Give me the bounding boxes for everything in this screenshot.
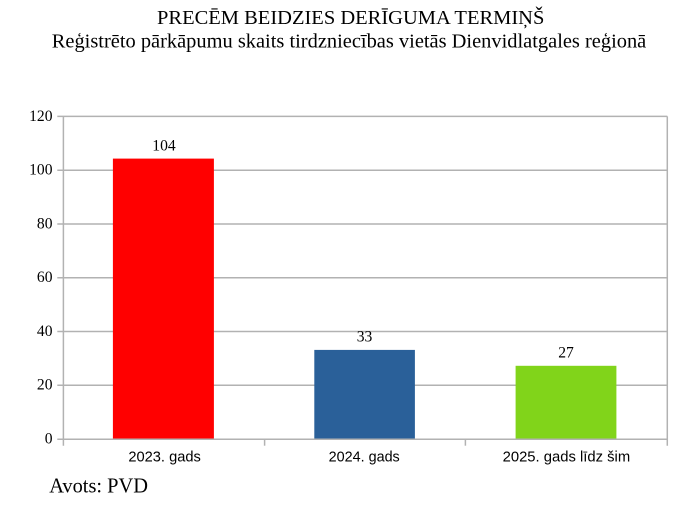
- svg-text:20: 20: [37, 377, 53, 394]
- svg-text:PRECĒM BEIDZIES DERĪGUMA TERMI: PRECĒM BEIDZIES DERĪGUMA TERMIŅŠ: [157, 5, 544, 29]
- svg-text:2023. gads: 2023. gads: [128, 448, 201, 465]
- svg-text:120: 120: [29, 108, 53, 125]
- svg-text:2025. gads līdz šim: 2025. gads līdz šim: [503, 448, 631, 465]
- svg-text:40: 40: [37, 323, 53, 340]
- svg-text:Avots: PVD: Avots: PVD: [49, 474, 148, 498]
- svg-text:27: 27: [558, 345, 574, 362]
- svg-text:60: 60: [37, 269, 53, 286]
- svg-text:104: 104: [152, 137, 176, 154]
- svg-text:100: 100: [29, 162, 53, 179]
- svg-text:Reģistrēto pārkāpumu skaits ti: Reģistrēto pārkāpumu skaits tirdzniecība…: [52, 31, 647, 53]
- svg-text:2024. gads: 2024. gads: [329, 448, 400, 465]
- svg-text:33: 33: [357, 328, 373, 345]
- svg-text:80: 80: [37, 215, 53, 232]
- svg-text:0: 0: [45, 431, 53, 448]
